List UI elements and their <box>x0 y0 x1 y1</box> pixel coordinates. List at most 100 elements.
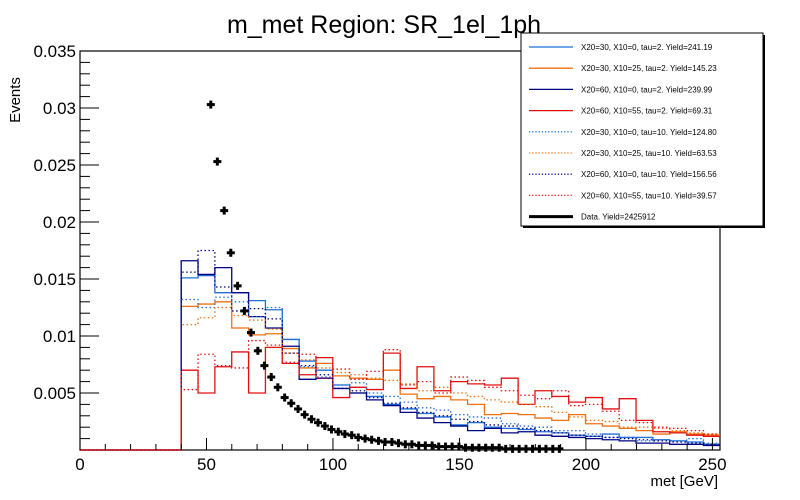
data-point-vbar <box>417 441 421 450</box>
data-point <box>334 427 343 436</box>
axes: 0 50 100 150 200 250 0.005 0.01 0.015 0.02 0.025 0.… <box>33 42 726 474</box>
series-8-histogram <box>80 339 720 451</box>
data-point <box>407 440 416 449</box>
data-point-vbar <box>283 393 287 402</box>
data-point-vbar <box>276 383 280 392</box>
data-point <box>354 433 363 442</box>
data-point-vbar <box>430 441 434 450</box>
data-point-vbar <box>316 418 320 427</box>
data-point-vbar <box>396 439 400 448</box>
series-7-histogram <box>80 249 720 451</box>
y-tick-label: 0.02 <box>43 213 76 232</box>
data-point <box>428 441 437 450</box>
series-1-histogram <box>80 274 720 451</box>
data-point-vbar <box>229 248 233 257</box>
data-point-vbar <box>309 415 313 424</box>
data-point <box>294 404 303 413</box>
data-point-vbar <box>242 306 246 315</box>
data-point <box>361 434 370 443</box>
data-point-vbar <box>551 444 555 453</box>
chart-title: m_met Region: SR_1el_1ph <box>227 11 541 39</box>
y-tick-label: 0.01 <box>43 327 76 346</box>
data-point <box>521 444 530 453</box>
legend-label: X20=30, X10=0, tau=2. Yield=241.19 <box>581 43 713 52</box>
data-point-vbar <box>444 442 448 451</box>
data-point <box>253 346 262 355</box>
data-point <box>247 328 256 337</box>
legend-label: X20=60, X10=55, tau=10. Yield=39.57 <box>581 191 717 200</box>
data-point <box>461 443 470 452</box>
data-point-vbar <box>544 444 548 453</box>
data-point <box>401 440 410 449</box>
data-point <box>213 157 222 166</box>
y-tick-label: 0.015 <box>33 270 76 289</box>
data-point <box>287 399 296 408</box>
data-point <box>206 100 215 109</box>
data-point-vbar <box>215 157 219 166</box>
y-axis-title: Events <box>7 77 24 123</box>
series-6-histogram <box>80 306 720 451</box>
data-point-vbar <box>511 444 515 453</box>
series-4-histogram <box>80 346 720 451</box>
data-point-vbar <box>524 444 528 453</box>
data-point <box>555 444 564 453</box>
data-point-vbar <box>437 442 441 451</box>
data-point-vbar <box>403 440 407 449</box>
legend-label: Data. Yield=2425912 <box>581 213 656 222</box>
data-point-vbar <box>484 443 488 452</box>
data-point-vbar <box>343 430 347 439</box>
data-point-vbar <box>303 410 307 419</box>
data-point <box>495 443 504 452</box>
data-point-vbar <box>222 206 226 215</box>
data-point-vbar <box>236 281 240 290</box>
data-point-vbar <box>329 425 333 434</box>
data-point <box>441 442 450 451</box>
data-point-vbar <box>363 434 367 443</box>
data-point-vbar <box>490 443 494 452</box>
data-point <box>267 373 276 382</box>
data-point <box>488 443 497 452</box>
data-point <box>367 435 376 444</box>
data-point-vbar <box>256 346 260 355</box>
y-tick-label: 0.025 <box>33 156 76 175</box>
data-point <box>233 281 242 290</box>
y-tick-label: 0.035 <box>33 42 76 61</box>
data-point <box>541 444 550 453</box>
legend-label: X20=60, X10=55, tau=2. Yield=69.31 <box>581 107 713 116</box>
x-tick-label: 100 <box>319 455 347 474</box>
data-point-vbar <box>350 431 354 440</box>
data-point <box>347 431 356 440</box>
plot-border <box>79 50 721 451</box>
data-point <box>280 393 289 402</box>
series-5-histogram <box>80 296 720 451</box>
series-layer <box>80 249 720 451</box>
data-point-vbar <box>336 427 340 436</box>
data-point <box>528 444 537 453</box>
data-point-vbar <box>376 436 380 445</box>
data-point <box>548 444 557 453</box>
data-point-vbar <box>383 438 387 447</box>
legend-box <box>520 32 764 227</box>
data-point-vbar <box>497 443 501 452</box>
x-tick-label: 150 <box>445 455 473 474</box>
data-point-vbar <box>557 444 561 453</box>
data-point-vbar <box>209 100 213 109</box>
x-tick-label: 0 <box>75 455 84 474</box>
legend-label: X20=30, X10=0, tau=10. Yield=124.80 <box>581 128 717 137</box>
series-2-histogram <box>80 301 720 451</box>
data-point-vbar <box>537 444 541 453</box>
data-point-vbar <box>531 444 535 453</box>
data-point-vbar <box>269 373 273 382</box>
data-point <box>307 415 316 424</box>
data-point-vbar <box>470 443 474 452</box>
data-point-vbar <box>249 328 253 337</box>
data-point-vbar <box>296 404 300 413</box>
data-point <box>260 361 269 370</box>
data-point <box>340 430 349 439</box>
data-point <box>320 422 329 431</box>
data-point <box>240 306 249 315</box>
legend-label: X20=30, X10=25, tau=2. Yield=145.23 <box>581 64 717 73</box>
legend-label: X20=60, X10=0, tau=10. Yield=156.56 <box>581 170 717 179</box>
data-point <box>394 439 403 448</box>
